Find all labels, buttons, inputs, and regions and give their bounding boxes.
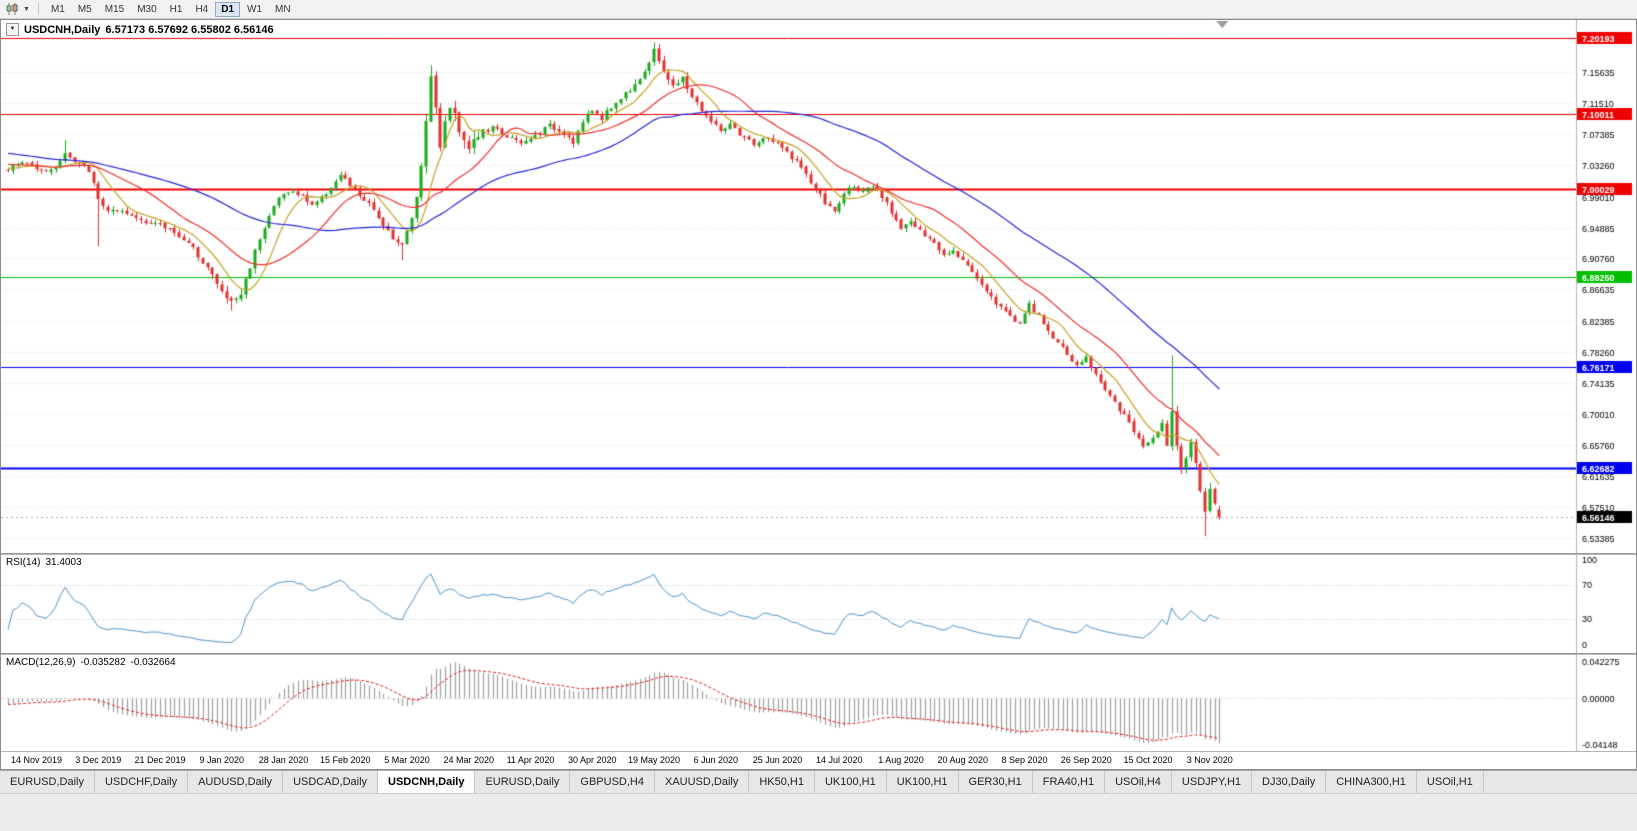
date-label: 19 May 2020	[627, 755, 681, 765]
macd-chart-canvas[interactable]	[1, 655, 1636, 751]
tab-gbpusd-h4[interactable]: GBPUSD,H4	[570, 771, 655, 793]
date-label: 8 Sep 2020	[1001, 755, 1048, 765]
timeframe-button-m1[interactable]: M1	[45, 2, 71, 17]
date-label: 20 Aug 2020	[937, 755, 989, 765]
date-label: 6 Jun 2020	[693, 755, 739, 765]
candlestick-chart-canvas[interactable]	[1, 20, 1636, 553]
date-label: 25 Jun 2020	[752, 755, 803, 765]
timeframe-button-m15[interactable]: M15	[99, 2, 130, 17]
date-label: 24 Mar 2020	[443, 755, 495, 765]
date-label: 14 Jul 2020	[815, 755, 863, 765]
date-label: 21 Dec 2019	[134, 755, 186, 765]
symbol-dropdown-icon[interactable]: ▼	[6, 23, 19, 36]
tab-usdcnh-daily[interactable]: USDCNH,Daily	[378, 771, 476, 793]
date-label: 26 Sep 2020	[1060, 755, 1112, 765]
main-chart-panel: ▼ USDCNH,Daily 6.57173 6.57692 6.55802 6…	[1, 20, 1636, 553]
tab-fra40-h1[interactable]: FRA40,H1	[1032, 771, 1106, 793]
date-label: 15 Oct 2020	[1123, 755, 1173, 765]
bottom-tab-bar: EURUSD,Daily USDCHF,Daily AUDUSD,Daily U…	[0, 770, 1637, 793]
tab-usdchf-daily[interactable]: USDCHF,Daily	[94, 771, 189, 793]
date-label: 9 Jan 2020	[199, 755, 245, 765]
timeframe-button-h4[interactable]: H4	[189, 2, 214, 17]
timeframe-button-h1[interactable]: H1	[164, 2, 189, 17]
panel-splitter-rsi[interactable]	[1, 553, 1636, 555]
timeframe-button-mn[interactable]: MN	[269, 2, 297, 17]
tab-eurusd-daily-2[interactable]: EURUSD,Daily	[475, 771, 571, 793]
macd-panel: MACD(12,26,9) -0.035282 -0.032664	[1, 655, 1636, 751]
tab-usoil-h4[interactable]: USOil,H4	[1105, 771, 1172, 793]
toolbar-separator	[37, 3, 39, 15]
date-label: 3 Nov 2020	[1186, 755, 1233, 765]
tab-ger30-h1[interactable]: GER30,H1	[958, 771, 1033, 793]
date-label: 5 Mar 2020	[384, 755, 430, 765]
tab-china300-h1[interactable]: CHINA300,H1	[1326, 771, 1417, 793]
rsi-panel: RSI(14) 31.4003	[1, 555, 1636, 653]
date-label: 14 Nov 2019	[10, 755, 63, 765]
date-label: 1 Aug 2020	[878, 755, 924, 765]
tab-hk50-h1[interactable]: HK50,H1	[749, 771, 815, 793]
tab-eurusd-daily-1[interactable]: EURUSD,Daily	[0, 771, 95, 793]
tab-usdjpy-h1[interactable]: USDJPY,H1	[1171, 771, 1253, 793]
chart-type-dropdown-icon[interactable]: ▼	[23, 5, 30, 13]
date-label: 30 Apr 2020	[567, 755, 617, 765]
rsi-chart-canvas[interactable]	[1, 555, 1636, 653]
tab-dj30-daily[interactable]: DJ30,Daily	[1252, 771, 1327, 793]
date-label: 3 Dec 2019	[75, 755, 122, 765]
date-label: 15 Feb 2020	[319, 755, 371, 765]
date-label: 28 Jan 2020	[258, 755, 309, 765]
date-axis: 14 Nov 2019 3 Dec 2019 21 Dec 2019 9 Jan 20…	[1, 751, 1636, 769]
timeframe-button-d1[interactable]: D1	[215, 1, 241, 17]
tab-xauusd-daily[interactable]: XAUUSD,Daily	[654, 771, 750, 793]
tab-usdcad-daily[interactable]: USDCAD,Daily	[283, 771, 379, 793]
timeframe-button-m5[interactable]: M5	[72, 2, 98, 17]
timeframe-toolbar: ▼ M1 M5 M15 M30 H1 H4 D1 W1 MN	[0, 0, 1637, 19]
tab-usoil-h1[interactable]: USOil,H1	[1416, 771, 1484, 793]
date-label: 11 Apr 2020	[506, 755, 555, 765]
panel-splitter-macd[interactable]	[1, 653, 1636, 655]
chart-window: ▼ USDCNH,Daily 6.57173 6.57692 6.55802 6…	[0, 19, 1637, 770]
chart-type-icon[interactable]	[4, 2, 20, 16]
status-bar	[0, 793, 1637, 831]
tab-uk100-h1-2[interactable]: UK100,H1	[886, 771, 959, 793]
tab-uk100-h1-1[interactable]: UK100,H1	[814, 771, 887, 793]
timeframe-button-m30[interactable]: M30	[131, 2, 162, 17]
timeframe-button-w1[interactable]: W1	[241, 2, 268, 17]
tab-audusd-daily[interactable]: AUDUSD,Daily	[188, 771, 284, 793]
